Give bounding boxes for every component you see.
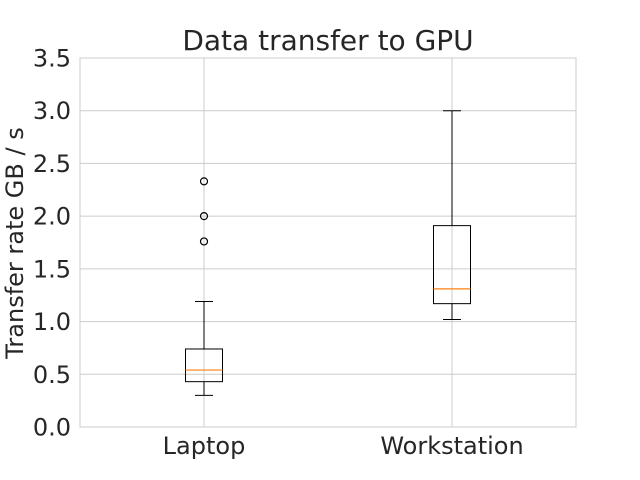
box-laptop [185,177,223,396]
outlier-point [199,177,209,186]
y-tick-label: 0.0 [33,414,71,442]
x-tick-labels: Laptop Workstation [163,432,524,460]
outlier-point [199,212,209,221]
y-tick-label: 1.5 [33,255,71,283]
x-tick-label: Laptop [163,432,246,460]
y-tick-label: 0.5 [33,361,71,389]
interquartile-box [185,348,223,383]
y-tick-label: 1.0 [33,308,71,336]
plot-frame [79,57,577,428]
y-tick-label: 2.5 [33,150,71,178]
boxes-layer [185,110,471,396]
interquartile-box [433,225,471,305]
y-axis-label: Transfer rate GB / s [1,127,29,359]
y-tick-labels: 0.0 0.5 1.0 1.5 2.0 2.5 3.0 3.5 [33,45,71,442]
outlier-point [199,237,209,246]
chart-title: Data transfer to GPU [182,24,473,57]
y-tick-label: 2.0 [33,203,71,231]
box-workstation [433,110,471,320]
y-tick-label: 3.5 [33,45,71,73]
y-tick-label: 3.0 [33,97,71,125]
grid-lines [80,57,576,428]
x-tick-label: Workstation [380,432,523,460]
